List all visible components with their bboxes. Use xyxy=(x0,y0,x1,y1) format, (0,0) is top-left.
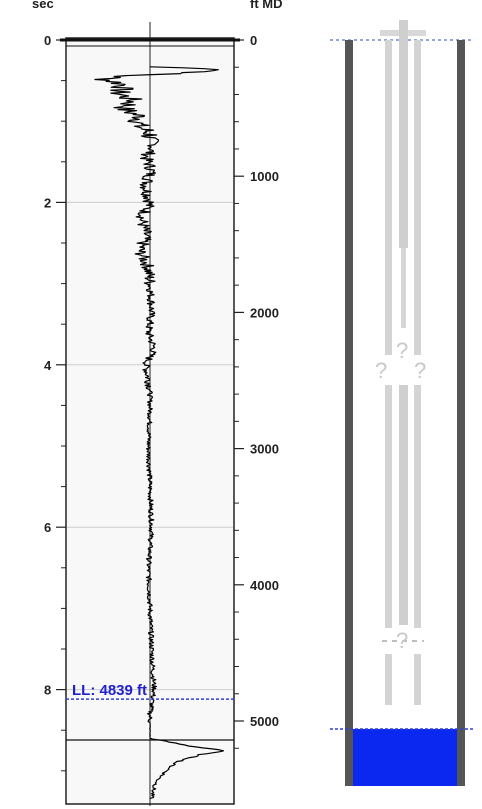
unknown-marker-2: ? xyxy=(375,358,387,383)
left-tick-label: 8 xyxy=(44,683,51,698)
left-tick-label: 6 xyxy=(44,520,51,535)
left-axis-label: sec xyxy=(32,0,54,11)
rod-string-mid xyxy=(401,248,406,328)
rod-string-top xyxy=(399,20,408,248)
casing-left xyxy=(345,40,353,786)
fluid-column xyxy=(353,729,457,786)
left-axis: 0 2 4 6 8 xyxy=(44,33,66,772)
right-axis-label: ft MD xyxy=(250,0,283,11)
right-tick-label: 5000 xyxy=(250,714,279,729)
liquid-level-label: LL: 4839 ft xyxy=(72,682,147,699)
right-tick-label: 3000 xyxy=(250,442,279,457)
unknown-marker-3: ? xyxy=(414,358,426,383)
right-tick-label: 2000 xyxy=(250,305,279,320)
left-tick-label: 2 xyxy=(44,195,51,210)
unknown-marker-1: ? xyxy=(396,338,408,363)
right-tick-label: 0 xyxy=(250,33,257,48)
wellbore-schematic: ? ? ? ? xyxy=(330,20,474,786)
acoustic-trace xyxy=(94,66,225,800)
left-tick-label: 0 xyxy=(44,33,51,48)
rod-string-bottom xyxy=(399,370,408,625)
right-axis: 0 1000 2000 3000 4000 5000 xyxy=(234,33,279,749)
right-tick-label: 1000 xyxy=(250,169,279,184)
unknown-section-gap xyxy=(380,355,426,385)
left-tick-label: 4 xyxy=(44,358,52,373)
casing-right xyxy=(457,40,465,786)
right-tick-label: 4000 xyxy=(250,578,279,593)
unknown-marker-4: ? xyxy=(396,628,408,653)
